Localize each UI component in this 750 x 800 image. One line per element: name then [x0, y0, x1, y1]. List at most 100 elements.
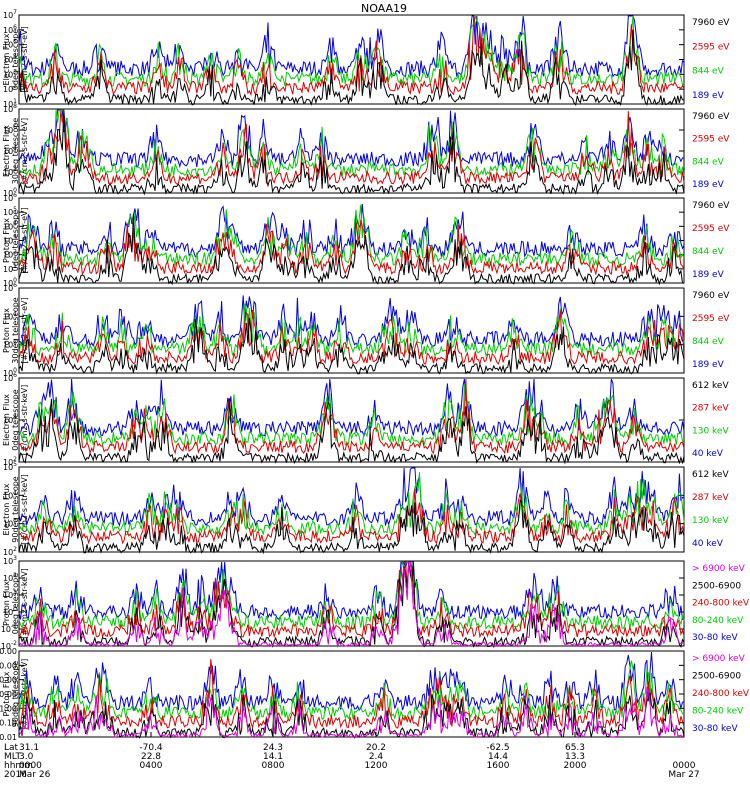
series-line [18, 219, 685, 276]
y-axis-label-line: Electron Flux [2, 394, 11, 446]
legend-entry: 7960 eV [692, 18, 730, 28]
x-tick-label: -70.4 [139, 743, 163, 753]
x-tick-label: 20.2 [366, 743, 386, 753]
y-axis-label-line: MEPED [0, 680, 2, 708]
y-axis-label-line: Electron Flux [2, 125, 11, 177]
y-axis-label-line: 0deg telescope [11, 29, 20, 90]
y-axis-label-line: Proton Flux [2, 671, 11, 716]
y-tick-label: 101 [3, 589, 17, 600]
legend-entry: 80-240 keV [692, 616, 744, 626]
x-tick-label: 14.4 [488, 752, 508, 762]
series-line [18, 398, 685, 465]
y-axis-label-line: [#/cm2-s-str-eV] [20, 207, 29, 273]
series-line [18, 303, 685, 358]
y-tick-label: 104 [3, 489, 17, 500]
y-tick-label: 105 [3, 206, 17, 217]
y-axis-label-line: Proton Flux [2, 218, 11, 263]
y-axis-label-line: 30deg telescope [11, 297, 20, 364]
y-tick-label: 106 [3, 282, 17, 293]
series-line [18, 15, 685, 78]
y-axis-label-line: Electron Flux [2, 33, 11, 85]
y-tick-label: 102 [3, 546, 17, 557]
x-tick-label: 2000 [564, 761, 587, 771]
legend-entry: 7960 eV [692, 291, 730, 301]
y-tick-label: 103 [3, 518, 17, 529]
legend-entry: 189 eV [692, 180, 725, 190]
legend-entry: 2500-6900 [692, 672, 741, 682]
series-line [18, 499, 685, 555]
legend-entry: > 6900 keV [692, 564, 746, 574]
y-tick-label: 100.00 [0, 676, 17, 685]
y-tick-label: 102 [3, 166, 17, 177]
x-row-label: hhmm [4, 761, 33, 771]
series-line [18, 560, 684, 621]
y-tick-label: 101 [3, 263, 17, 274]
x-tick-label: 3.0 [19, 752, 34, 762]
y-axis-label-line: [#/cm2-s-str-eV] [20, 118, 29, 184]
panel-4: 100 102 104 106 TED Proton Flux 30deg telescop… [0, 282, 730, 378]
series-line [18, 384, 685, 447]
legend-entry: 130 keV [692, 426, 729, 436]
panel-frame [18, 650, 685, 738]
y-tick-label: 1000.00 [0, 661, 17, 670]
legend-entry: 80-240 keV [692, 707, 744, 717]
panel-1: 101 102 103 104 105 106 107 TED Electron Flux 0de… [0, 9, 730, 109]
legend-entry: 844 eV [692, 157, 725, 167]
legend-entry: 2595 eV [692, 314, 730, 324]
y-axis-label-line: [#/cm2-s-str-eV] [20, 297, 29, 363]
series-line [18, 561, 685, 639]
x-tick-label: 0800 [262, 761, 285, 771]
y-tick-label: 106 [3, 192, 17, 203]
series-line [18, 15, 685, 97]
series-line [18, 651, 685, 713]
x-row-label: Lat [4, 743, 19, 753]
panel-frame [18, 560, 685, 647]
legend-entry: 30-80 keV [692, 724, 738, 734]
y-axis-label-line: [#/cm2-s-str-keV] [20, 568, 29, 639]
panel-frame [18, 287, 685, 374]
y-tick-label: 107 [3, 9, 17, 20]
y-axis-label: TED Proton Flux 0deg telescope [#/cm2-s-str… [0, 207, 29, 273]
x-tick-label: 24.3 [263, 743, 283, 753]
y-tick-label: 0.01 [0, 733, 17, 742]
series-line [18, 659, 685, 730]
legend-entry: 240-800 keV [692, 599, 750, 609]
y-tick-label: 104 [3, 310, 17, 321]
y-tick-label: 103 [3, 555, 17, 566]
y-axis-label-line: 90deg telescope [11, 661, 20, 728]
y-tick-label: 10000.00 [0, 647, 17, 656]
y-axis-label-line: 30deg telescope [11, 118, 20, 185]
y-axis-label-line: MEPED [0, 406, 2, 434]
x-tick-label: 22.8 [141, 752, 161, 762]
series-line [18, 109, 685, 178]
series-line [18, 109, 685, 169]
x-tick-label: 2.4 [369, 752, 384, 762]
y-tick-label: 102 [3, 83, 17, 94]
page-title: NOAA19 [361, 2, 407, 15]
y-tick-label: 106 [3, 124, 17, 135]
legend-entry: 40 keV [692, 539, 724, 549]
y-axis-label-line: MEPED [0, 496, 2, 524]
y-tick-label: 105 [3, 461, 17, 472]
panel-5: 102 104 106 MEPED Electron Flux 0deg telescop… [0, 372, 729, 467]
legend-entry: 2500-6900 [692, 581, 741, 591]
y-axis-label: MEPED Electron Flux 90deg telescope [#/cm2-… [0, 474, 29, 545]
panel-6: 102 103 104 105 MEPED Electron Flux 90deg tele… [0, 461, 729, 557]
series-line [18, 561, 685, 649]
series-line [18, 660, 685, 722]
y-tick-label: 106 [3, 372, 17, 383]
legend-entry: 7960 eV [692, 112, 730, 122]
legend-entry: 189 eV [692, 270, 725, 280]
y-tick-label: 104 [3, 145, 17, 156]
series-line [18, 203, 685, 258]
x-row-label: MLT [4, 752, 22, 762]
legend-entry: 2595 eV [692, 135, 730, 145]
y-axis-label-line: [#/cm2-s-str-keV] [20, 474, 29, 545]
series-line [18, 214, 685, 286]
panel-7: 10-2 10-1 100 101 102 103 MEPED Proton Flux 0deg… [0, 555, 750, 651]
series-line [18, 378, 685, 455]
x-tick-label: 13.3 [565, 752, 585, 762]
y-tick-label: 102 [3, 339, 17, 350]
